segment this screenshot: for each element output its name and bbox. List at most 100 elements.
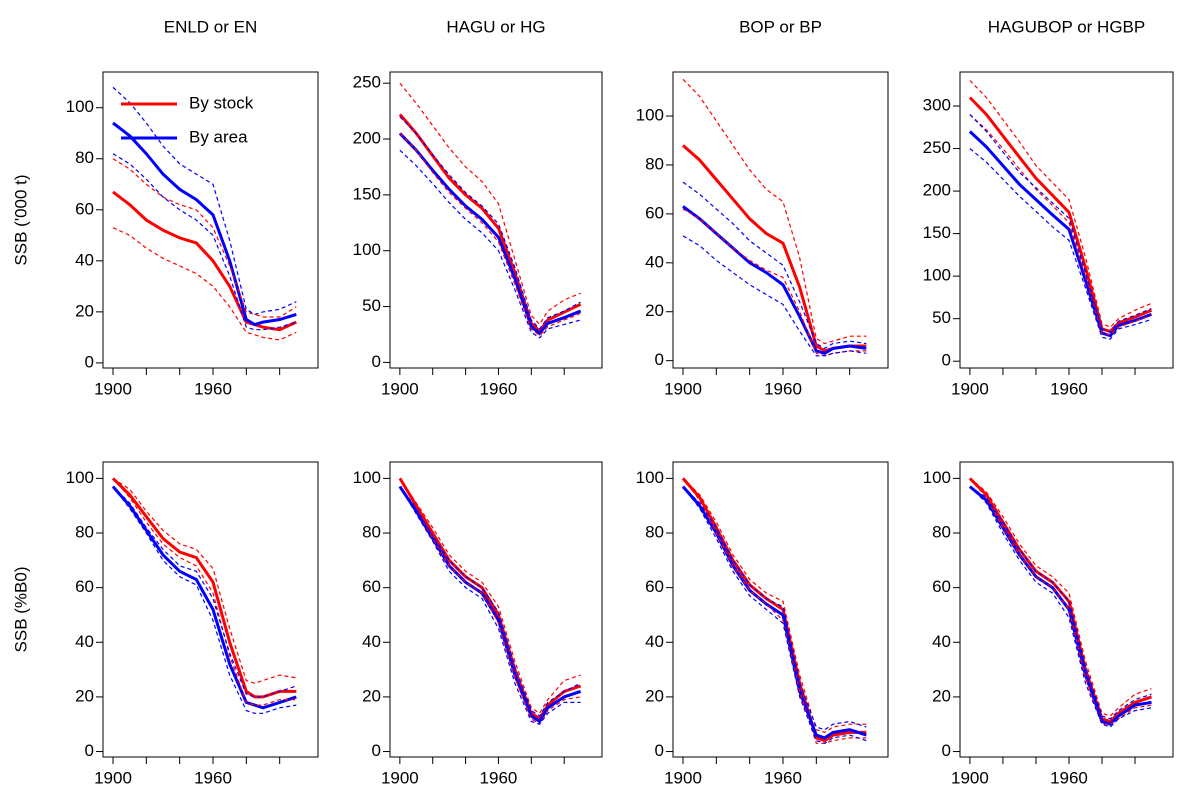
series-line (682, 205, 867, 355)
y-tick-label: 20 (645, 686, 664, 705)
y-tick-label: 60 (362, 577, 381, 596)
bound-line (969, 80, 1152, 328)
bound-line (112, 478, 297, 706)
y-tick-label: 0 (372, 741, 381, 760)
y-tick-label: 100 (66, 97, 94, 116)
y-tick-label: 0 (372, 352, 381, 371)
y-tick-label: 80 (75, 148, 94, 167)
y-tick-label: 60 (75, 199, 94, 218)
x-tick-label: 1900 (381, 379, 419, 398)
y-tick-label: 60 (75, 577, 94, 596)
series-line (682, 144, 867, 353)
bound-line (682, 235, 867, 357)
series-line (968, 96, 1153, 334)
bound-line (682, 486, 867, 744)
series-line (398, 132, 582, 336)
plot-frame (672, 461, 889, 758)
series-line (112, 190, 297, 332)
bound-line (682, 208, 867, 357)
y-tick-label: 20 (932, 686, 951, 705)
y-tick-label: 300 (923, 96, 951, 115)
series-line (398, 477, 582, 721)
y-tick-label: 100 (636, 106, 664, 125)
bound-line (682, 486, 867, 731)
y-tick-label: 60 (932, 577, 951, 596)
bound-line (399, 149, 581, 339)
bound-line (682, 477, 867, 734)
x-tick-label: 1900 (951, 379, 989, 398)
y-tick-label: 50 (932, 308, 951, 327)
y-tick-label: 40 (645, 252, 664, 271)
x-tick-label: 1900 (664, 379, 702, 398)
y-tick-label: 80 (362, 523, 381, 542)
y-tick-label: 60 (645, 203, 664, 222)
x-tick-label: 1960 (480, 768, 518, 787)
bound-line (969, 486, 1152, 728)
y-tick-label: 80 (645, 523, 664, 542)
y-tick-label: 40 (645, 632, 664, 651)
x-tick-label: 1960 (764, 768, 802, 787)
bound-line (682, 181, 867, 350)
bound-line (399, 132, 581, 337)
series-line (111, 485, 297, 710)
y-tick-label: 20 (362, 686, 381, 705)
legend-label: By stock (189, 93, 254, 112)
y-tick-label: 0 (85, 741, 94, 760)
y-tick-label: 100 (353, 468, 381, 487)
y-tick-label: 60 (645, 577, 664, 596)
y-axis-label: SSB ('000 t) (11, 174, 30, 265)
y-tick-label: 100 (923, 266, 951, 285)
bound-line (112, 86, 297, 316)
x-tick-label: 1900 (94, 768, 132, 787)
y-tick-label: 80 (932, 523, 951, 542)
y-tick-label: 40 (75, 632, 94, 651)
y-tick-label: 100 (636, 468, 664, 487)
x-tick-label: 1960 (1050, 379, 1088, 398)
x-tick-label: 1960 (1050, 768, 1088, 787)
y-tick-label: 100 (923, 468, 951, 487)
y-tick-label: 20 (75, 686, 94, 705)
bound-line (969, 478, 1152, 725)
x-tick-label: 1900 (381, 768, 419, 787)
bound-line (969, 148, 1152, 340)
x-tick-label: 1900 (951, 768, 989, 787)
bound-line (399, 486, 581, 717)
panel-title: ENLD or EN (164, 17, 258, 36)
series-line (111, 477, 297, 699)
y-tick-label: 250 (353, 73, 381, 92)
x-tick-label: 1960 (480, 379, 518, 398)
x-tick-label: 1900 (94, 379, 132, 398)
panel-title: HAGU or HG (446, 17, 545, 36)
bound-line (112, 158, 297, 318)
y-tick-label: 40 (932, 632, 951, 651)
x-tick-label: 1960 (194, 768, 232, 787)
x-tick-label: 1900 (664, 768, 702, 787)
plot-frame (672, 71, 889, 369)
y-tick-label: 0 (942, 741, 951, 760)
bound-line (969, 486, 1152, 720)
y-tick-label: 80 (645, 154, 664, 173)
x-tick-label: 1960 (194, 379, 232, 398)
y-tick-label: 50 (362, 296, 381, 315)
bound-line (399, 478, 581, 715)
legend-label: By area (189, 127, 248, 146)
y-tick-label: 0 (655, 350, 664, 369)
y-tick-label: 40 (75, 250, 94, 269)
bound-line (112, 153, 297, 331)
bound-line (399, 116, 581, 330)
y-tick-label: 80 (75, 523, 94, 542)
y-tick-label: 150 (923, 223, 951, 242)
bound-line (112, 486, 297, 714)
plot-frame (102, 461, 319, 758)
plot-frame (389, 461, 603, 758)
bound-line (969, 477, 1152, 717)
y-axis-label: SSB (%B0) (11, 567, 30, 653)
y-tick-label: 20 (645, 301, 664, 320)
series-line (398, 113, 582, 334)
bound-line (969, 114, 1152, 336)
y-tick-label: 20 (75, 301, 94, 320)
y-tick-label: 250 (923, 138, 951, 157)
bound-line (399, 486, 581, 725)
series-line (398, 485, 582, 724)
